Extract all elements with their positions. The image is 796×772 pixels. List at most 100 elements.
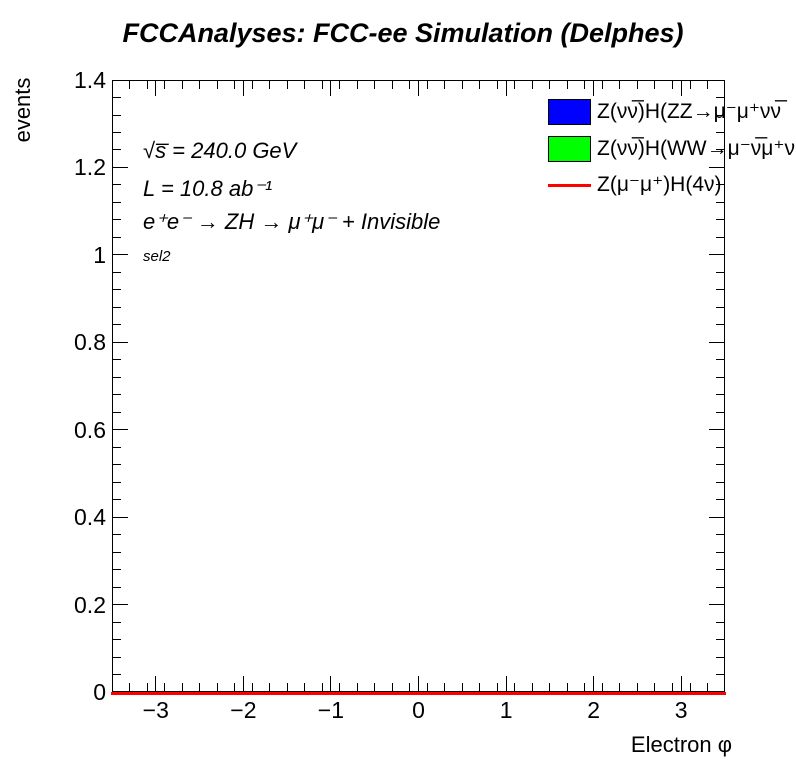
x-major-tick (418, 676, 419, 691)
x-major-tick (242, 676, 244, 691)
y-minor-tick (716, 534, 724, 536)
y-major-tick (709, 254, 724, 256)
y-minor-tick (716, 201, 724, 203)
x-minor-tick (531, 81, 533, 89)
y-major-tick (113, 166, 128, 168)
y-minor-tick (113, 359, 121, 361)
y-tick-label: 0 (93, 679, 106, 705)
x-major-tick (418, 81, 419, 96)
y-minor-tick (113, 639, 121, 640)
y-major-tick (709, 429, 724, 431)
x-minor-tick (426, 81, 428, 89)
x-minor-tick (444, 683, 446, 691)
y-major-tick (709, 79, 724, 81)
y-minor-tick (113, 464, 121, 466)
x-major-tick (593, 81, 595, 96)
x-minor-tick (216, 683, 218, 691)
y-minor-tick (716, 236, 724, 238)
y-minor-tick (113, 289, 121, 291)
annotation-luminosity: L = 10.8 ab⁻¹ (143, 176, 273, 201)
x-minor-tick (461, 683, 463, 691)
x-tick-label: 2 (587, 697, 600, 723)
legend-label: Z(νν̅)H(ZZ→μ⁻μ⁺νν̅ (597, 100, 781, 123)
legend-label: Z(μ⁻μ⁺)H(4ν) (597, 173, 722, 196)
x-minor-tick (672, 81, 673, 89)
y-minor-tick (113, 446, 121, 448)
y-minor-tick (716, 219, 724, 221)
x-major-tick (242, 81, 244, 96)
y-minor-tick (716, 481, 724, 483)
x-minor-tick (654, 81, 656, 89)
x-minor-tick (566, 81, 568, 89)
x-minor-tick (689, 81, 691, 89)
x-minor-tick (304, 81, 306, 89)
x-minor-tick (146, 683, 148, 691)
x-minor-tick (549, 683, 551, 691)
x-minor-tick (619, 683, 621, 691)
x-minor-tick (601, 683, 603, 691)
x-minor-tick (672, 683, 673, 691)
x-minor-tick (514, 81, 516, 89)
x-minor-tick (269, 81, 271, 89)
legend-swatch-blue (548, 99, 591, 125)
x-minor-tick (199, 683, 201, 691)
x-major-tick (505, 676, 507, 691)
x-major-tick (680, 676, 682, 691)
y-minor-tick (716, 586, 724, 588)
y-minor-tick (113, 481, 121, 483)
y-minor-tick (113, 499, 121, 501)
x-minor-tick (356, 683, 358, 691)
x-minor-tick (374, 683, 376, 691)
y-tick-label: 0.6 (74, 416, 106, 443)
y-minor-tick (716, 674, 724, 675)
x-minor-tick (251, 683, 253, 691)
y-major-tick (709, 516, 724, 518)
y-major-tick (709, 604, 724, 606)
y-minor-tick (113, 132, 121, 133)
y-minor-tick (716, 306, 724, 308)
legend-entry-ww: Z(νν̅)H(WW→μ⁻ν̅μ⁺ν (548, 133, 795, 165)
y-minor-tick (716, 114, 724, 116)
y-minor-tick (716, 97, 724, 98)
y-major-tick (709, 341, 724, 343)
x-minor-tick (321, 683, 323, 691)
signal-histogram-line (111, 692, 726, 695)
x-minor-tick (391, 81, 393, 89)
x-minor-tick (654, 683, 656, 691)
x-minor-tick (339, 81, 341, 89)
legend-swatch-green (548, 136, 591, 162)
y-tick-label: 0.8 (74, 329, 106, 356)
y-major-tick (113, 254, 128, 256)
y-minor-tick (113, 219, 121, 221)
x-minor-tick (234, 683, 236, 691)
y-minor-tick (113, 534, 121, 536)
y-minor-tick (113, 114, 121, 116)
x-minor-tick (409, 683, 411, 691)
legend-entry-zz: Z(νν̅)H(ZZ→μ⁻μ⁺νν̅ (548, 96, 781, 128)
x-minor-tick (164, 81, 165, 89)
x-minor-tick (444, 81, 446, 89)
y-axis-title: events (10, 77, 35, 143)
annotation-process: e⁺e⁻ → ZH → μ⁺μ⁻ + Invisible (143, 209, 441, 234)
x-minor-tick (129, 81, 130, 89)
x-minor-tick (636, 81, 638, 89)
y-major-tick (113, 341, 128, 343)
x-minor-tick (496, 683, 498, 691)
x-major-tick (330, 676, 332, 691)
x-minor-tick (531, 683, 533, 691)
x-tick-label: −3 (142, 697, 169, 723)
y-minor-tick (113, 324, 121, 326)
x-major-tick (593, 676, 595, 691)
x-minor-tick (199, 81, 201, 89)
x-minor-tick (216, 81, 218, 89)
x-minor-tick (339, 683, 341, 691)
x-minor-tick (129, 683, 130, 691)
y-minor-tick (716, 464, 724, 466)
x-major-tick (155, 81, 157, 96)
x-minor-tick (584, 683, 586, 691)
y-tick-label: 1.4 (74, 67, 106, 93)
y-minor-tick (113, 236, 121, 238)
plot-title: FCCAnalyses: FCC-ee Simulation (Delphes) (122, 18, 684, 48)
y-minor-tick (113, 201, 121, 203)
x-minor-tick (549, 81, 551, 89)
